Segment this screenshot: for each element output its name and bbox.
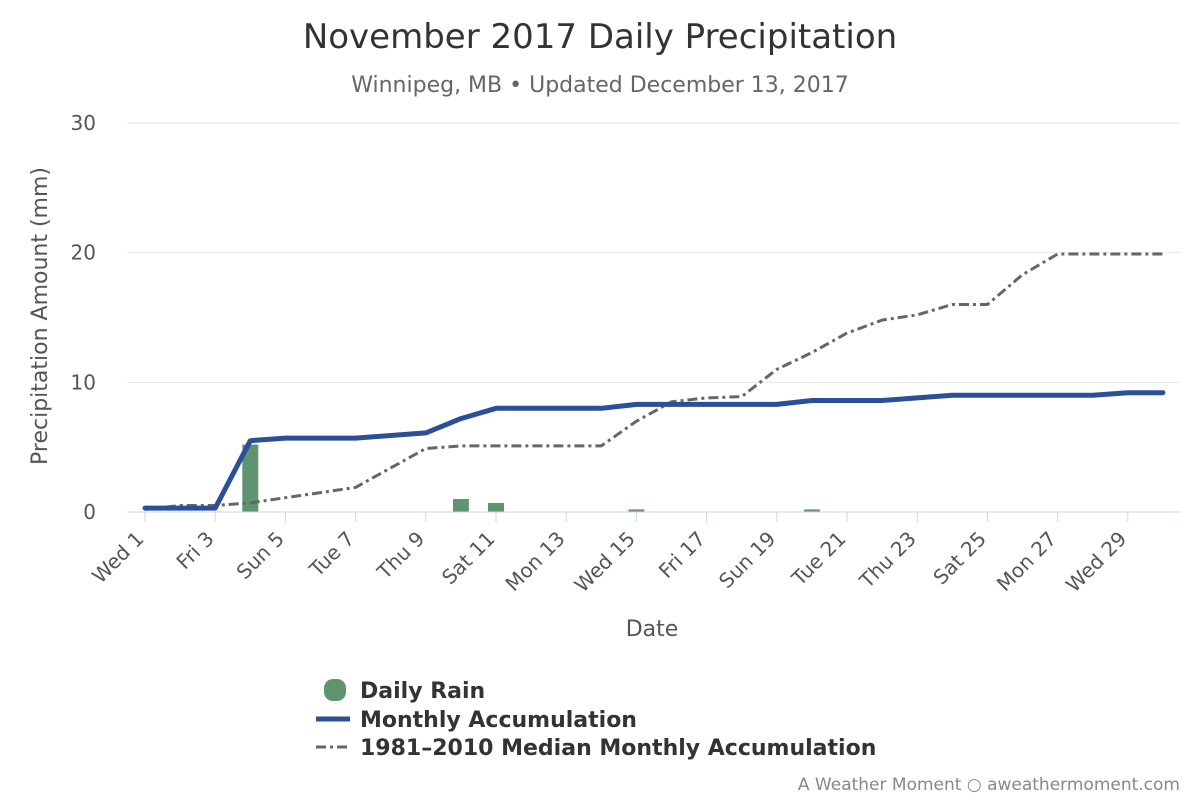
x-tick-label: Fri 3 [171, 527, 218, 574]
legend-item-monthly-accumulation[interactable]: Monthly Accumulation [316, 708, 637, 733]
legend-item-median-accumulation[interactable]: 1981–2010 Median Monthly Accumulation [316, 736, 876, 761]
daily-rain-bar [452, 499, 469, 512]
legend-label-daily-rain: Daily Rain [360, 679, 485, 704]
legend-symbol-daily-rain [324, 679, 346, 701]
x-tick-label: Thu 23 [854, 527, 921, 594]
x-tick-label: Tue 7 [304, 527, 359, 582]
median-accumulation-line [144, 252, 1163, 511]
legend-item-daily-rain[interactable]: Daily Rain [324, 679, 485, 704]
x-tick-label: Sat 25 [928, 527, 991, 590]
daily-rain-bar [803, 509, 820, 512]
y-axis-ticks: 0 10 20 30 [71, 111, 96, 524]
legend-label-monthly-accumulation: Monthly Accumulation [360, 708, 637, 733]
x-tick-label: Sun 5 [232, 527, 289, 584]
legend[interactable]: Daily Rain Monthly Accumulation 1981–201… [316, 679, 876, 761]
daily-rain-bar [628, 509, 645, 512]
x-axis-title: Date [626, 617, 679, 642]
x-tick-label: Thu 9 [372, 527, 430, 585]
chart-credits[interactable]: A Weather Moment ○ aweathermoment.com [798, 775, 1180, 795]
y-axis-title: Precipitation Amount (mm) [28, 167, 53, 465]
grid [127, 122, 1180, 383]
x-tick-label: Wed 15 [570, 527, 640, 597]
x-tick-label: Mon 27 [992, 527, 1061, 596]
x-tick-label: Sat 11 [437, 527, 500, 590]
legend-label-median-accumulation: 1981–2010 Median Monthly Accumulation [360, 736, 876, 761]
x-axis: Wed 1 Fri 3 Sun 5 Tue 7 Thu 9 Sat 11 Mon 13 Wed… [87, 511, 1180, 597]
x-tick-label: Tue 21 [786, 527, 850, 591]
x-tick-label: Mon 13 [500, 527, 569, 596]
daily-rain-bar [488, 502, 504, 512]
y-tick-label: 30 [71, 111, 96, 135]
x-tick-label: Wed 1 [87, 527, 148, 588]
series-lines [142, 252, 1166, 511]
monthly-accumulation-line [142, 390, 1166, 511]
y-tick-label: 10 [71, 370, 96, 394]
x-tick-label: Fri 17 [654, 527, 710, 583]
daily-rain-bars [242, 444, 820, 512]
y-tick-label: 20 [71, 241, 96, 265]
y-tick-label: 0 [83, 500, 96, 524]
x-tick-label: Wed 29 [1061, 527, 1131, 597]
chart-subtitle: Winnipeg, MB • Updated December 13, 2017 [351, 73, 849, 98]
x-tick-label: Sun 19 [714, 527, 780, 593]
daily-rain-bar [242, 444, 259, 512]
chart-title: November 2017 Daily Precipitation [303, 17, 897, 57]
